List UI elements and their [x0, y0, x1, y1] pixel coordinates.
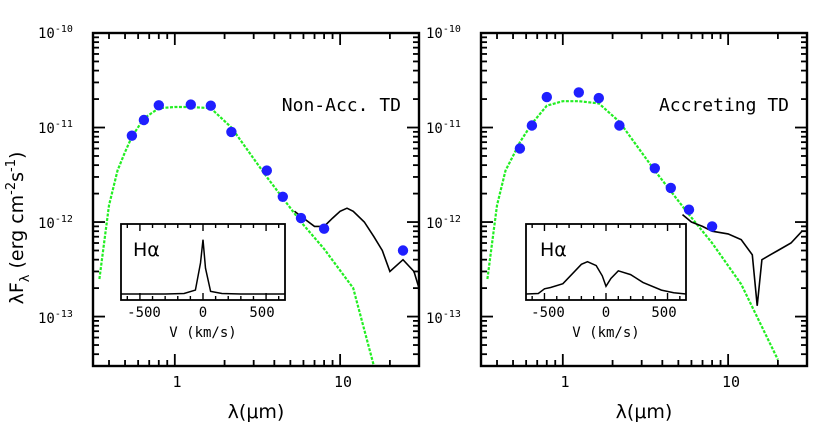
panel-accreting: 10-10 10-11 10-12 10-13 1 10 λ(μm) Accre… — [426, 24, 809, 423]
inset-curve — [121, 239, 285, 295]
y-axis-label-exp1: -2 — [4, 182, 19, 195]
photometry-point — [593, 92, 604, 104]
y-axis-label-exp2: -1 — [4, 159, 19, 172]
halpha-profile-line — [121, 239, 285, 295]
irs-spectrum-line — [294, 207, 419, 289]
photometry-point — [126, 130, 138, 141]
photometry-point — [261, 165, 272, 176]
inset-tick-label-neg500: -500 — [127, 305, 161, 321]
svg-text:λFλ (erg cm-2s-1): λFλ (erg cm-2s-1) — [4, 152, 33, 305]
y-tick-label-2: 10-12 — [426, 214, 461, 232]
y-tick-label-0: 10-10 — [426, 24, 461, 42]
y-axis-label-main: λF — [6, 282, 28, 304]
y-axis-label-units: (erg cm — [6, 195, 28, 275]
photometry-point — [683, 204, 695, 215]
photometry-point — [185, 99, 196, 110]
inset-tick-label-500: 500 — [249, 305, 274, 321]
photometry-point — [277, 191, 288, 202]
inset-label: Hα — [133, 239, 160, 261]
photometry-point — [295, 212, 307, 224]
inset-background — [121, 224, 285, 300]
x-axis-label: λ(μm) — [228, 401, 285, 423]
y-tick-label-2: 10-12 — [38, 214, 73, 232]
inset-tick-label-0: 0 — [602, 305, 610, 321]
x-tick-label-1: 1 — [172, 373, 181, 391]
x-tick-label-1: 1 — [560, 373, 569, 391]
inset-x-axis-label: V (km/s) — [572, 325, 639, 341]
inset-tick-label-500: 500 — [651, 305, 676, 321]
photometry-point — [397, 245, 409, 256]
x-tick-label-10: 10 — [722, 373, 740, 391]
halpha-inset: Hα -500 0 500 V (km/s) — [120, 223, 286, 341]
panel-ticks — [481, 32, 808, 367]
photometry-point — [665, 182, 676, 194]
panel-frame — [91, 31, 421, 368]
panel-y-tick-labels: 10-10 10-11 10-12 10-13 — [426, 24, 461, 327]
photometry-point — [205, 100, 216, 111]
panel-title: Accreting TD — [659, 95, 789, 116]
y-axis-label: λFλ (erg cm-2s-1) — [4, 152, 33, 305]
inset-ticks — [531, 224, 681, 300]
panel-ticks — [93, 32, 420, 367]
photometry-point — [541, 91, 552, 103]
panel-non-accreting: 10-10 10-11 10-12 10-13 1 10 λ(μm) Non-A… — [38, 24, 421, 423]
y-axis-label-sub: λ — [18, 274, 33, 282]
panel-curves — [98, 99, 419, 366]
inset-background — [526, 224, 686, 300]
photometry-point — [226, 126, 237, 138]
y-tick-label-1: 10-11 — [38, 119, 73, 137]
photometry-point — [514, 143, 526, 154]
y-tick-label-3: 10-13 — [426, 309, 461, 327]
panel-frame — [479, 31, 809, 368]
y-tick-label-3: 10-13 — [38, 309, 73, 327]
photometry-point — [573, 87, 584, 98]
halpha-profile-line — [525, 260, 687, 295]
inset-tick-label-0: 0 — [199, 305, 207, 321]
panel-curves — [486, 87, 807, 361]
inset-tick-label-neg500: -500 — [531, 305, 565, 321]
photometry-point — [526, 120, 538, 131]
irs-spectrum-line — [681, 213, 807, 306]
y-tick-label-0: 10-10 — [38, 24, 73, 42]
photometry-point — [138, 114, 150, 126]
panel-y-tick-labels: 10-10 10-11 10-12 10-13 — [38, 24, 73, 327]
photometry-point — [649, 163, 660, 174]
inset-x-axis-label: V (km/s) — [169, 325, 236, 341]
inset-curve — [525, 260, 687, 295]
photometry-point — [153, 100, 164, 111]
y-axis-label-close: ) — [6, 152, 28, 159]
panel-title: Non-Acc. TD — [282, 95, 401, 116]
y-axis-label-mid: s — [6, 172, 28, 182]
model-photosphere-line — [486, 100, 779, 361]
x-tick-label-10: 10 — [334, 373, 352, 391]
photometry-point — [318, 223, 330, 234]
halpha-inset: Hα -500 0 500 V (km/s) — [525, 223, 687, 341]
model-photosphere-line — [98, 105, 375, 366]
photometry-point — [706, 221, 718, 232]
x-axis-label: λ(μm) — [616, 401, 673, 423]
photometry-point — [614, 120, 625, 131]
inset-label: Hα — [540, 239, 567, 261]
inset-ticks — [126, 224, 280, 300]
y-tick-label-1: 10-11 — [426, 119, 461, 137]
